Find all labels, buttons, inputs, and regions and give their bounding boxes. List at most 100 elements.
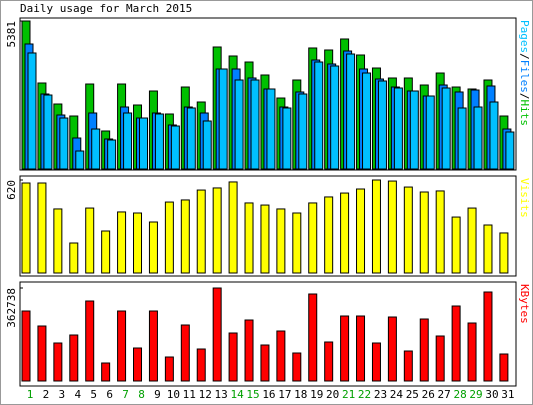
bar bbox=[403, 186, 413, 274]
legend-entry: Pages bbox=[518, 20, 531, 53]
bar bbox=[21, 182, 31, 274]
bar bbox=[346, 53, 356, 170]
x-tick-label: 16 bbox=[262, 388, 275, 401]
x-tick-label: 24 bbox=[390, 388, 404, 401]
bar bbox=[244, 319, 254, 382]
bar bbox=[499, 353, 509, 382]
x-tick-label: 29 bbox=[469, 388, 482, 401]
x-tick-label: 23 bbox=[374, 388, 387, 401]
bar bbox=[362, 72, 372, 170]
x-tick-label: 31 bbox=[501, 388, 514, 401]
bar bbox=[148, 221, 158, 274]
bar bbox=[483, 291, 493, 382]
bar bbox=[371, 179, 381, 274]
bar bbox=[218, 68, 228, 170]
legend-entry: Hits bbox=[518, 100, 531, 127]
bar bbox=[101, 362, 111, 382]
bar bbox=[85, 300, 95, 382]
bar bbox=[441, 87, 451, 170]
x-tick-label: 9 bbox=[154, 388, 161, 401]
bar bbox=[27, 52, 37, 170]
bar bbox=[244, 202, 254, 274]
bar bbox=[473, 106, 483, 170]
bar bbox=[435, 190, 445, 274]
x-tick-label: 22 bbox=[358, 388, 371, 401]
x-tick-label: 26 bbox=[422, 388, 435, 401]
y-tick-label: 620 bbox=[5, 180, 18, 200]
bar bbox=[356, 315, 366, 382]
bar bbox=[75, 150, 85, 170]
bar bbox=[59, 117, 69, 170]
y-tick-label: 362738 bbox=[5, 288, 18, 328]
x-tick-label: 5 bbox=[90, 388, 97, 401]
bar bbox=[292, 352, 302, 382]
bar bbox=[356, 188, 366, 274]
bar bbox=[202, 120, 212, 170]
x-tick-label: 15 bbox=[246, 388, 259, 401]
legend: KBytes bbox=[518, 284, 531, 324]
bar bbox=[69, 334, 79, 382]
bar bbox=[37, 182, 47, 274]
legend-entry: Files bbox=[518, 60, 531, 93]
bar bbox=[170, 125, 180, 170]
bar bbox=[53, 208, 63, 274]
bar bbox=[324, 341, 334, 382]
x-tick-label: 13 bbox=[215, 388, 228, 401]
bar bbox=[154, 113, 164, 170]
bar bbox=[212, 187, 222, 274]
bar bbox=[451, 305, 461, 382]
x-tick-label: 25 bbox=[406, 388, 419, 401]
bar bbox=[505, 131, 515, 170]
bar bbox=[489, 101, 499, 170]
bar bbox=[340, 315, 350, 382]
bar bbox=[148, 310, 158, 382]
bar bbox=[196, 348, 206, 382]
bar bbox=[212, 287, 222, 382]
bar bbox=[340, 192, 350, 274]
x-tick-label: 12 bbox=[199, 388, 212, 401]
legend: Visits bbox=[518, 178, 531, 218]
legend-entry: Visits bbox=[518, 178, 531, 218]
bar bbox=[117, 211, 127, 274]
bar bbox=[101, 230, 111, 274]
bar bbox=[260, 204, 270, 274]
x-tick-label: 8 bbox=[138, 388, 145, 401]
legend-separator: / bbox=[518, 93, 531, 100]
bar bbox=[393, 87, 403, 170]
bar bbox=[330, 65, 340, 170]
bar bbox=[250, 79, 260, 170]
bar bbox=[21, 310, 31, 382]
bar bbox=[371, 342, 381, 382]
bar bbox=[425, 95, 435, 170]
x-tick-label: 18 bbox=[294, 388, 307, 401]
bar bbox=[228, 332, 238, 382]
bar bbox=[43, 94, 53, 170]
x-tick-label: 28 bbox=[453, 388, 466, 401]
bar bbox=[419, 318, 429, 382]
x-tick-label: 14 bbox=[230, 388, 244, 401]
x-tick-label: 10 bbox=[167, 388, 180, 401]
bar bbox=[387, 316, 397, 382]
bar bbox=[282, 107, 292, 170]
bar bbox=[186, 107, 196, 170]
bar bbox=[164, 356, 174, 382]
bar bbox=[483, 224, 493, 274]
x-tick-label: 11 bbox=[183, 388, 196, 401]
bar bbox=[180, 199, 190, 274]
bar bbox=[292, 212, 302, 274]
bar bbox=[499, 232, 509, 274]
bar bbox=[276, 330, 286, 382]
bar bbox=[139, 117, 149, 170]
bar bbox=[228, 181, 238, 274]
bar bbox=[419, 191, 429, 274]
bar bbox=[234, 79, 244, 170]
bar bbox=[117, 310, 127, 382]
bar bbox=[467, 322, 477, 382]
bar bbox=[266, 88, 276, 170]
bar bbox=[37, 325, 47, 382]
x-tick-label: 19 bbox=[310, 388, 323, 401]
bar bbox=[308, 293, 318, 382]
bar bbox=[314, 61, 324, 170]
